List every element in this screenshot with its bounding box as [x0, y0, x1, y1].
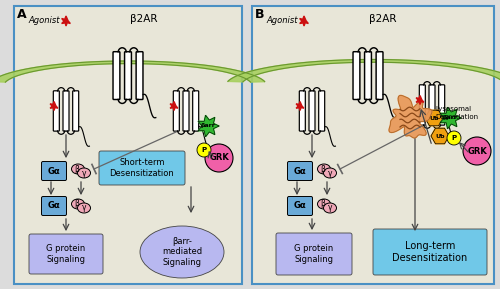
Polygon shape — [228, 60, 500, 82]
Text: P: P — [452, 135, 456, 141]
Text: G protein
Signaling: G protein Signaling — [46, 244, 86, 264]
Polygon shape — [300, 16, 308, 26]
FancyBboxPatch shape — [29, 234, 103, 274]
FancyBboxPatch shape — [353, 52, 360, 99]
FancyBboxPatch shape — [300, 91, 306, 131]
Polygon shape — [416, 95, 424, 105]
FancyBboxPatch shape — [288, 197, 312, 216]
Text: βarr: βarr — [200, 123, 216, 129]
Ellipse shape — [324, 203, 336, 213]
Circle shape — [197, 143, 211, 157]
Text: A: A — [17, 8, 26, 21]
FancyBboxPatch shape — [373, 229, 487, 275]
Ellipse shape — [72, 164, 85, 174]
FancyBboxPatch shape — [99, 151, 185, 185]
Text: β2AR: β2AR — [369, 14, 397, 24]
FancyBboxPatch shape — [376, 52, 383, 99]
Polygon shape — [50, 101, 58, 110]
FancyBboxPatch shape — [72, 91, 78, 131]
Text: Gα: Gα — [48, 201, 60, 210]
FancyBboxPatch shape — [429, 85, 435, 125]
Text: Long-term
Desensitization: Long-term Desensitization — [392, 241, 468, 263]
FancyBboxPatch shape — [438, 85, 444, 125]
Text: Agonist: Agonist — [28, 16, 60, 25]
Ellipse shape — [324, 168, 336, 178]
Text: βarr: βarr — [442, 116, 458, 121]
Text: Short-term
Desensitization: Short-term Desensitization — [110, 158, 174, 178]
FancyBboxPatch shape — [174, 91, 180, 131]
Text: γ: γ — [328, 203, 332, 212]
Text: Gα: Gα — [294, 201, 306, 210]
Ellipse shape — [318, 164, 330, 174]
Polygon shape — [198, 115, 219, 137]
Polygon shape — [296, 101, 304, 110]
Text: GRK: GRK — [467, 147, 487, 155]
FancyBboxPatch shape — [42, 162, 66, 181]
Circle shape — [205, 144, 233, 172]
FancyBboxPatch shape — [42, 197, 66, 216]
Text: βarr-
mediated
Signaling: βarr- mediated Signaling — [162, 237, 202, 267]
Text: γ: γ — [82, 203, 86, 212]
Text: γ: γ — [328, 168, 332, 177]
Text: Gα: Gα — [48, 166, 60, 175]
FancyBboxPatch shape — [309, 91, 315, 131]
FancyBboxPatch shape — [124, 52, 132, 99]
Polygon shape — [389, 95, 432, 138]
Text: Agonist: Agonist — [266, 16, 298, 25]
Text: γ: γ — [82, 168, 86, 177]
Bar — [14, 6, 242, 284]
Text: β: β — [74, 164, 80, 173]
Text: GRK: GRK — [209, 153, 229, 162]
Polygon shape — [425, 110, 443, 126]
Ellipse shape — [318, 199, 330, 209]
Ellipse shape — [78, 203, 90, 213]
FancyBboxPatch shape — [276, 233, 352, 275]
Ellipse shape — [72, 199, 85, 209]
FancyBboxPatch shape — [288, 162, 312, 181]
FancyBboxPatch shape — [54, 91, 60, 131]
FancyBboxPatch shape — [420, 85, 426, 125]
Text: P: P — [202, 147, 206, 153]
Polygon shape — [0, 61, 264, 82]
Circle shape — [463, 137, 491, 165]
Bar — [252, 6, 494, 284]
Ellipse shape — [140, 226, 224, 278]
Text: β2AR: β2AR — [130, 14, 158, 24]
FancyBboxPatch shape — [318, 91, 324, 131]
Polygon shape — [170, 101, 178, 110]
Text: Lysosomal
Degradation: Lysosomal Degradation — [435, 107, 478, 119]
FancyBboxPatch shape — [63, 91, 69, 131]
Polygon shape — [431, 128, 449, 144]
Text: Ub: Ub — [435, 134, 445, 138]
FancyBboxPatch shape — [192, 91, 198, 131]
Text: G protein
Signaling: G protein Signaling — [294, 244, 334, 264]
Text: β: β — [320, 199, 326, 208]
FancyBboxPatch shape — [364, 52, 372, 99]
Text: β: β — [320, 164, 326, 173]
Text: B: B — [255, 8, 264, 21]
Text: Ub: Ub — [429, 116, 439, 121]
Text: Gα: Gα — [294, 166, 306, 175]
FancyBboxPatch shape — [136, 52, 143, 99]
Circle shape — [447, 131, 461, 145]
Polygon shape — [440, 107, 461, 129]
Text: β: β — [74, 199, 80, 208]
Ellipse shape — [78, 168, 90, 178]
FancyBboxPatch shape — [183, 91, 189, 131]
FancyBboxPatch shape — [113, 52, 120, 99]
Polygon shape — [62, 16, 70, 26]
